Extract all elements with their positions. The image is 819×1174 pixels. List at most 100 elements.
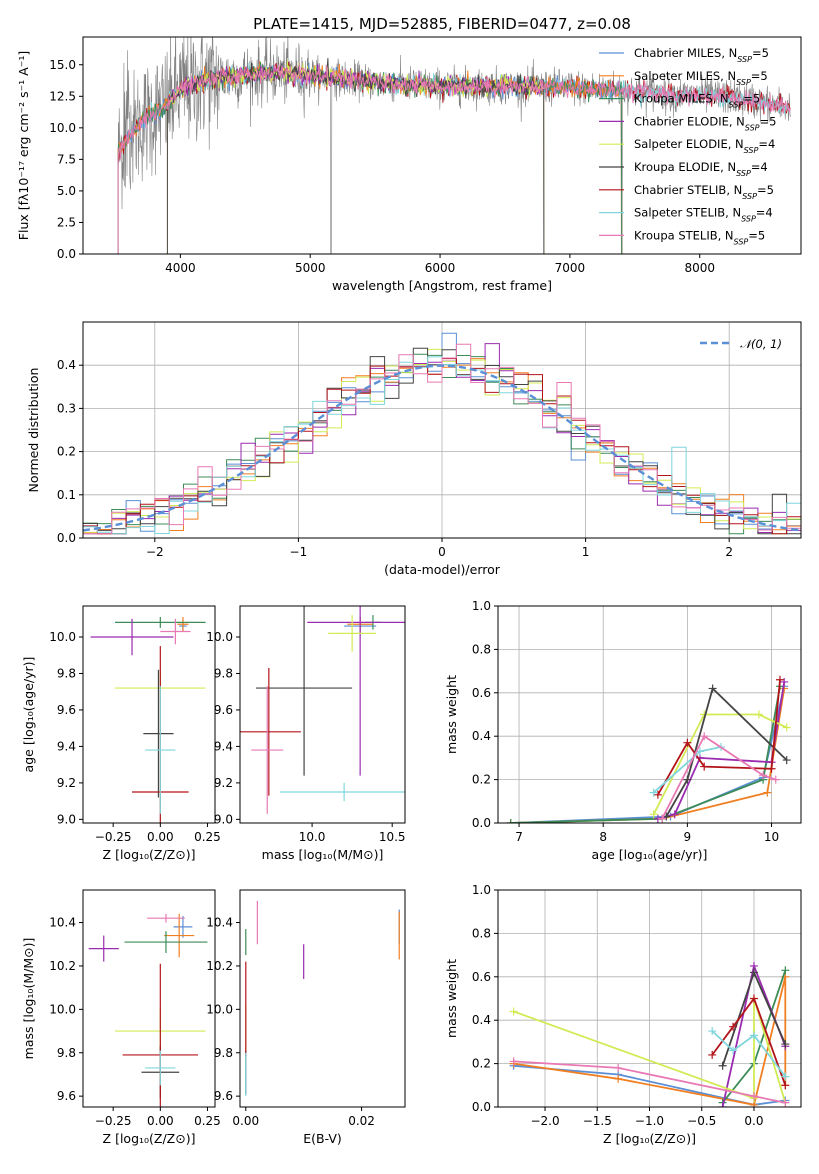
spectrum-frame (82, 36, 802, 255)
y-tick-label: 10.0 (206, 630, 233, 644)
weight-line (510, 686, 781, 823)
weight-line (513, 1064, 786, 1106)
weight-line (711, 1030, 787, 1078)
x-tick-label: 1 (582, 545, 590, 559)
weight-vs-age-frame (497, 605, 802, 824)
legend-entry: Chabrier ELODIE, NSSP=5 (634, 114, 776, 131)
y-tick-label: 0.1 (57, 488, 76, 502)
errorbar-point (160, 618, 191, 645)
errorbar-point (328, 615, 377, 652)
weight-marker (780, 677, 789, 686)
x-axis-label: Z [log₁₀(Z/Z⊙)] (103, 847, 196, 862)
weight-marker (749, 968, 758, 977)
weight-line (661, 734, 777, 820)
legend-entry: Chabrier MILES, NSSP=5 (634, 46, 769, 64)
y-tick-label: 9.0 (57, 812, 76, 826)
y-tick-label: 5.0 (57, 184, 76, 198)
mass-vs-EBV-panel: 0.00 0.02 9.6 9.8 10.0 10.2 10.4 E(B-V) (206, 889, 406, 1146)
weight-marker (718, 1061, 727, 1070)
errorbar-point (173, 916, 193, 938)
weight-marker (718, 1103, 727, 1107)
weight-marker (749, 1092, 758, 1101)
y-tick-label: 9.6 (214, 1089, 233, 1103)
weight-line (513, 998, 787, 1103)
mass-vs-EBV-marks (245, 900, 400, 1097)
weight-line (665, 686, 788, 817)
y-tick-label: 0.2 (472, 773, 491, 787)
x-axis-label: age [log₁₀(age/yr)] (592, 847, 708, 862)
errorbar-point (145, 1050, 176, 1086)
y-tick-label: 0.0 (472, 816, 491, 830)
weight-marker (729, 1046, 738, 1055)
errorbar-point (90, 618, 174, 656)
y-tick-label: 7.5 (57, 152, 76, 166)
legend-entry: 𝒩(0, 1) (740, 337, 782, 351)
x-tick-label: 0 (438, 545, 446, 559)
y-tick-label: 10.4 (49, 916, 76, 930)
y-axis-label: mass [log₁₀(M/M⊙)] (21, 938, 36, 1060)
x-axis-label: E(B-V) (303, 1131, 342, 1146)
spectrum-legend: Chabrier MILES, NSSP=5 Salpeter MILES, NS… (599, 46, 776, 246)
x-tick-label: 2 (725, 545, 733, 559)
y-tick-label: 2.5 (57, 215, 76, 229)
y-axis-label: mass weight (444, 959, 459, 1038)
weight-marker (649, 810, 658, 819)
errorbar-point (251, 686, 284, 814)
x-tick-label: −1 (290, 545, 308, 559)
spectrum-panel: 4000 5000 6000 7000 8000 0.0 2.5 5.0 7.5 10.0 12.5… (16, 15, 802, 293)
weight-vs-Z-marks (509, 961, 790, 1107)
weight-marker (509, 1007, 518, 1016)
errorbar-point (124, 931, 208, 953)
weight-marker (658, 814, 667, 823)
weight-marker (781, 1040, 790, 1049)
x-tick-label: −1.0 (635, 1114, 664, 1128)
x-tick-label: 7 (515, 830, 523, 844)
errorbar-point (143, 669, 174, 798)
mass-vs-EBV-frame (239, 889, 406, 1108)
weight-marker (700, 762, 709, 771)
weight-line (513, 1060, 786, 1104)
weight-vs-age-marks (506, 675, 791, 823)
y-tick-label: 1.0 (472, 883, 491, 897)
x-tick-label: 0.02 (348, 1114, 375, 1128)
y-tick-label: 10.0 (49, 1002, 76, 1016)
y-tick-label: 0.6 (472, 970, 491, 984)
y-tick-label: 0.0 (57, 247, 76, 261)
weight-marker (749, 1031, 758, 1040)
weight-line (510, 688, 786, 823)
chart-title: PLATE=1415, MJD=52885, FIBERID=0477, z=0… (253, 15, 631, 33)
y-axis-label: age [log₁₀(age/yr)] (21, 657, 36, 773)
y-tick-label: 9.6 (214, 703, 233, 717)
y-tick-label: 0.2 (472, 1057, 491, 1071)
residuals-panel: −2 −1 0 1 2 0.0 0.1 0.2 0.3 0.4 (data-model)/error… (26, 321, 802, 577)
y-tick-label: 12.5 (49, 89, 76, 103)
y-tick-label: 9.6 (57, 1089, 76, 1103)
weight-marker (781, 1072, 790, 1081)
normal-curve (83, 364, 799, 532)
x-axis-label: (data-model)/error (384, 562, 501, 577)
x-tick-label: 0.00 (147, 1114, 174, 1128)
residuals-frame (82, 321, 802, 539)
legend-entry: Kroupa STELIB, NSSP=5 (634, 228, 765, 246)
age-vs-mass-panel: 10.0 10.5 9.0 9.2 9.4 9.6 9.8 10.0 mass [log₁₀(M… (206, 605, 406, 862)
weight-marker (781, 966, 790, 975)
mass-vs-Z-frame (82, 889, 216, 1108)
errorbar-point (307, 606, 405, 776)
weight-marker (771, 775, 780, 784)
legend-entry: Salpeter MILES, NSSP=5 (634, 69, 768, 87)
weight-marker (781, 1098, 790, 1107)
weight-marker (781, 1081, 790, 1090)
x-tick-label: 4000 (165, 261, 196, 275)
x-tick-label: 0.00 (147, 830, 174, 844)
weight-marker (653, 790, 662, 799)
weight-line (652, 713, 788, 815)
x-tick-label: 10 (764, 830, 779, 844)
weight-marker (683, 738, 692, 747)
errorbar-point (164, 913, 195, 958)
x-axis-label: Z [log₁₀(Z/Z⊙)] (103, 1131, 196, 1146)
y-tick-label: 10.2 (49, 959, 76, 973)
x-tick-label: −2 (146, 545, 164, 559)
weight-marker (754, 710, 763, 719)
weight-marker (708, 684, 717, 693)
